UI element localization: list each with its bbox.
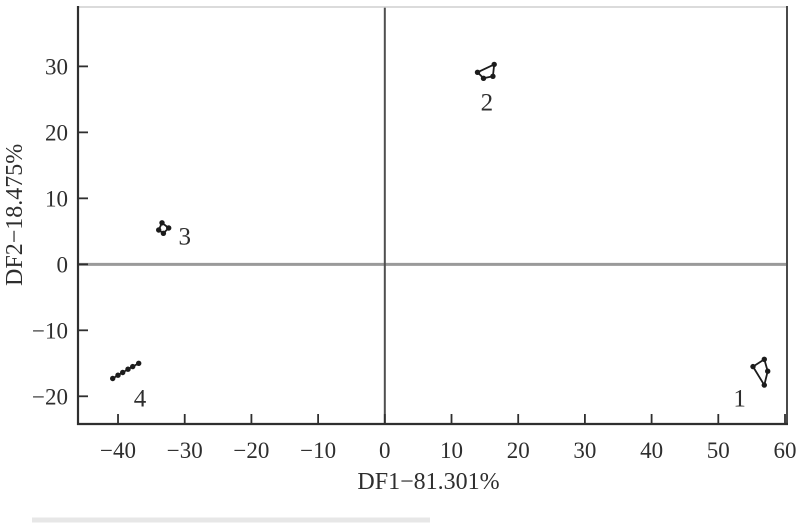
y-tick-label: −20 (32, 384, 68, 409)
cluster-3-point (156, 227, 162, 233)
cluster-4-point (115, 372, 121, 378)
x-tick-label: 50 (707, 438, 730, 463)
x-tick-label: 30 (573, 438, 596, 463)
cluster-4-point (130, 363, 136, 370)
y-axis-title: DF2−18.475% (2, 144, 28, 286)
x-tick-label: −30 (167, 438, 203, 463)
cluster-4-point (120, 369, 126, 376)
cluster-4-point (136, 360, 142, 366)
x-tick-label: 40 (640, 438, 663, 463)
y-tick-label: 10 (45, 186, 68, 211)
x-tick-label: −20 (233, 438, 269, 463)
x-tick-label: 60 (773, 438, 796, 463)
cluster-label-4: 4 (134, 385, 147, 412)
cluster-3-point (160, 230, 167, 236)
cluster-4-point (125, 366, 131, 372)
x-tick-label: 10 (440, 438, 463, 463)
y-tick-label: −10 (32, 318, 68, 343)
cluster-2-point (474, 69, 481, 76)
cluster-1-point (761, 356, 767, 362)
cluster-1-point (750, 363, 756, 370)
cluster-label-1: 1 (733, 385, 746, 412)
y-tick-label: 20 (45, 120, 68, 145)
y-tick-label: 30 (45, 54, 68, 79)
x-tick-label: 20 (507, 438, 530, 463)
x-tick-label: −40 (100, 438, 136, 463)
cluster-1-point (761, 382, 767, 388)
x-tick-label: −10 (300, 438, 336, 463)
cluster-label-2: 2 (481, 90, 494, 117)
cluster-3-point (166, 225, 172, 231)
cluster-1-point (765, 368, 771, 374)
x-axis-title: DF1−81.301% (357, 469, 499, 495)
cluster-label-3: 3 (178, 224, 191, 251)
cluster-2-point (490, 73, 496, 80)
x-tick-label: 0 (379, 438, 391, 463)
cluster-4-point (110, 375, 116, 382)
cluster-2-point (480, 75, 487, 82)
cluster-2-point (491, 61, 497, 68)
y-tick-label: 0 (57, 252, 69, 277)
cluster-3-point (159, 220, 165, 226)
